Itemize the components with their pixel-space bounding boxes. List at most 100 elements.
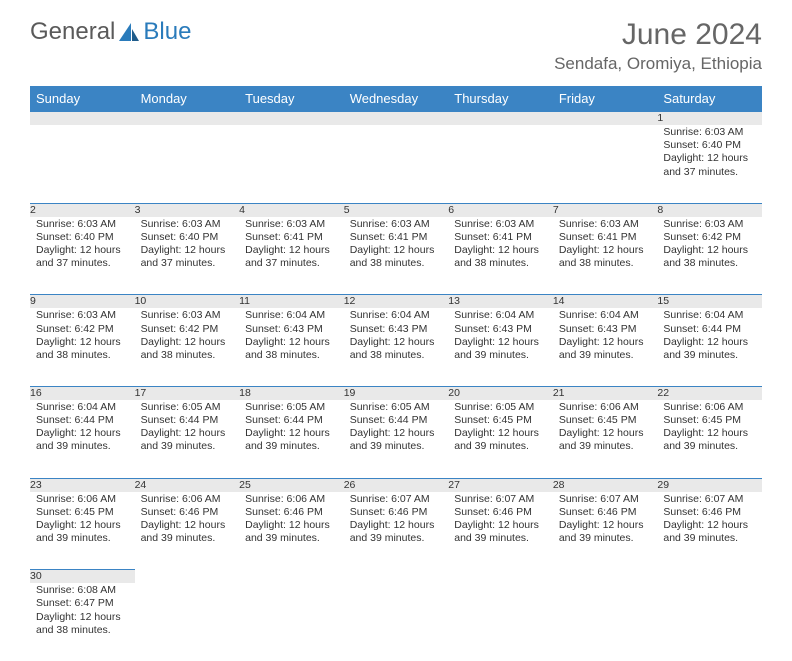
month-title: June 2024 xyxy=(554,18,762,52)
daylight: Daylight: 12 hours and 39 minutes. xyxy=(663,427,756,453)
day-cell: Sunrise: 6:03 AMSunset: 6:41 PMDaylight:… xyxy=(239,217,344,295)
day-header: Thursday xyxy=(448,86,553,112)
day-number-cell: 23 xyxy=(30,478,135,492)
calendar-body: 1Sunrise: 6:03 AMSunset: 6:40 PMDaylight… xyxy=(30,112,762,661)
day-cell: Sunrise: 6:05 AMSunset: 6:44 PMDaylight:… xyxy=(135,400,240,478)
daylight: Daylight: 12 hours and 38 minutes. xyxy=(350,244,443,270)
day-cell: Sunrise: 6:04 AMSunset: 6:43 PMDaylight:… xyxy=(553,308,658,386)
week-body-row: Sunrise: 6:03 AMSunset: 6:42 PMDaylight:… xyxy=(30,308,762,386)
day-cell xyxy=(135,583,240,661)
calendar-table: SundayMondayTuesdayWednesdayThursdayFrid… xyxy=(30,86,762,661)
day-cell: Sunrise: 6:04 AMSunset: 6:43 PMDaylight:… xyxy=(344,308,449,386)
sunrise: Sunrise: 6:07 AM xyxy=(350,493,443,506)
day-number-cell xyxy=(135,570,240,584)
week-num-row: 1 xyxy=(30,112,762,126)
sunset: Sunset: 6:43 PM xyxy=(245,323,338,336)
logo: General Blue xyxy=(30,18,191,46)
day-cell: Sunrise: 6:05 AMSunset: 6:44 PMDaylight:… xyxy=(344,400,449,478)
sunset: Sunset: 6:46 PM xyxy=(350,506,443,519)
day-cell xyxy=(135,125,240,203)
day-header: Tuesday xyxy=(239,86,344,112)
day-cell: Sunrise: 6:04 AMSunset: 6:44 PMDaylight:… xyxy=(657,308,762,386)
sail-icon xyxy=(117,21,141,43)
day-number-cell: 5 xyxy=(344,203,449,217)
daylight: Daylight: 12 hours and 38 minutes. xyxy=(36,336,129,362)
sunrise: Sunrise: 6:03 AM xyxy=(141,218,234,231)
day-header-row: SundayMondayTuesdayWednesdayThursdayFrid… xyxy=(30,86,762,112)
day-number-cell xyxy=(553,570,658,584)
sunrise: Sunrise: 6:04 AM xyxy=(559,309,652,322)
day-header: Monday xyxy=(135,86,240,112)
day-cell: Sunrise: 6:05 AMSunset: 6:44 PMDaylight:… xyxy=(239,400,344,478)
week-num-row: 23242526272829 xyxy=(30,478,762,492)
day-cell: Sunrise: 6:03 AMSunset: 6:40 PMDaylight:… xyxy=(135,217,240,295)
logo-text-2: Blue xyxy=(143,18,191,46)
day-cell: Sunrise: 6:06 AMSunset: 6:45 PMDaylight:… xyxy=(30,492,135,570)
day-number-cell: 9 xyxy=(30,295,135,309)
daylight: Daylight: 12 hours and 38 minutes. xyxy=(245,336,338,362)
day-cell: Sunrise: 6:06 AMSunset: 6:45 PMDaylight:… xyxy=(553,400,658,478)
week-body-row: Sunrise: 6:06 AMSunset: 6:45 PMDaylight:… xyxy=(30,492,762,570)
day-number-cell: 7 xyxy=(553,203,658,217)
week-num-row: 9101112131415 xyxy=(30,295,762,309)
sunrise: Sunrise: 6:04 AM xyxy=(245,309,338,322)
day-cell: Sunrise: 6:03 AMSunset: 6:42 PMDaylight:… xyxy=(135,308,240,386)
sunset: Sunset: 6:41 PM xyxy=(245,231,338,244)
sunrise: Sunrise: 6:03 AM xyxy=(36,218,129,231)
daylight: Daylight: 12 hours and 39 minutes. xyxy=(663,519,756,545)
sunrise: Sunrise: 6:07 AM xyxy=(454,493,547,506)
day-cell xyxy=(344,125,449,203)
daylight: Daylight: 12 hours and 38 minutes. xyxy=(36,611,129,637)
sunrise: Sunrise: 6:06 AM xyxy=(663,401,756,414)
day-header: Saturday xyxy=(657,86,762,112)
sunrise: Sunrise: 6:08 AM xyxy=(36,584,129,597)
day-header: Friday xyxy=(553,86,658,112)
sunrise: Sunrise: 6:05 AM xyxy=(245,401,338,414)
sunset: Sunset: 6:44 PM xyxy=(36,414,129,427)
day-number-cell xyxy=(239,112,344,126)
daylight: Daylight: 12 hours and 39 minutes. xyxy=(141,519,234,545)
day-cell: Sunrise: 6:05 AMSunset: 6:45 PMDaylight:… xyxy=(448,400,553,478)
daylight: Daylight: 12 hours and 38 minutes. xyxy=(350,336,443,362)
day-cell: Sunrise: 6:03 AMSunset: 6:41 PMDaylight:… xyxy=(448,217,553,295)
day-number-cell xyxy=(448,570,553,584)
day-number-cell: 26 xyxy=(344,478,449,492)
day-cell: Sunrise: 6:07 AMSunset: 6:46 PMDaylight:… xyxy=(448,492,553,570)
logo-text-1: General xyxy=(30,18,115,46)
day-number-cell xyxy=(448,112,553,126)
day-cell xyxy=(344,583,449,661)
week-num-row: 2345678 xyxy=(30,203,762,217)
daylight: Daylight: 12 hours and 39 minutes. xyxy=(36,427,129,453)
sunset: Sunset: 6:41 PM xyxy=(559,231,652,244)
sunset: Sunset: 6:46 PM xyxy=(454,506,547,519)
daylight: Daylight: 12 hours and 39 minutes. xyxy=(454,336,547,362)
sunrise: Sunrise: 6:05 AM xyxy=(350,401,443,414)
daylight: Daylight: 12 hours and 39 minutes. xyxy=(350,519,443,545)
daylight: Daylight: 12 hours and 39 minutes. xyxy=(663,336,756,362)
week-num-row: 16171819202122 xyxy=(30,386,762,400)
sunset: Sunset: 6:44 PM xyxy=(350,414,443,427)
daylight: Daylight: 12 hours and 39 minutes. xyxy=(559,427,652,453)
day-number-cell: 25 xyxy=(239,478,344,492)
sunrise: Sunrise: 6:04 AM xyxy=(663,309,756,322)
sunset: Sunset: 6:43 PM xyxy=(559,323,652,336)
sunset: Sunset: 6:41 PM xyxy=(350,231,443,244)
day-number-cell: 6 xyxy=(448,203,553,217)
day-cell xyxy=(448,125,553,203)
day-number-cell: 11 xyxy=(239,295,344,309)
sunrise: Sunrise: 6:03 AM xyxy=(141,309,234,322)
day-number-cell: 10 xyxy=(135,295,240,309)
day-cell xyxy=(553,583,658,661)
sunrise: Sunrise: 6:03 AM xyxy=(350,218,443,231)
day-cell: Sunrise: 6:08 AMSunset: 6:47 PMDaylight:… xyxy=(30,583,135,661)
daylight: Daylight: 12 hours and 37 minutes. xyxy=(141,244,234,270)
day-number-cell xyxy=(344,570,449,584)
sunset: Sunset: 6:45 PM xyxy=(559,414,652,427)
day-cell: Sunrise: 6:06 AMSunset: 6:46 PMDaylight:… xyxy=(239,492,344,570)
day-cell xyxy=(239,583,344,661)
sunrise: Sunrise: 6:04 AM xyxy=(36,401,129,414)
day-cell xyxy=(30,125,135,203)
day-cell: Sunrise: 6:04 AMSunset: 6:43 PMDaylight:… xyxy=(239,308,344,386)
day-number-cell: 16 xyxy=(30,386,135,400)
day-cell: Sunrise: 6:03 AMSunset: 6:40 PMDaylight:… xyxy=(657,125,762,203)
